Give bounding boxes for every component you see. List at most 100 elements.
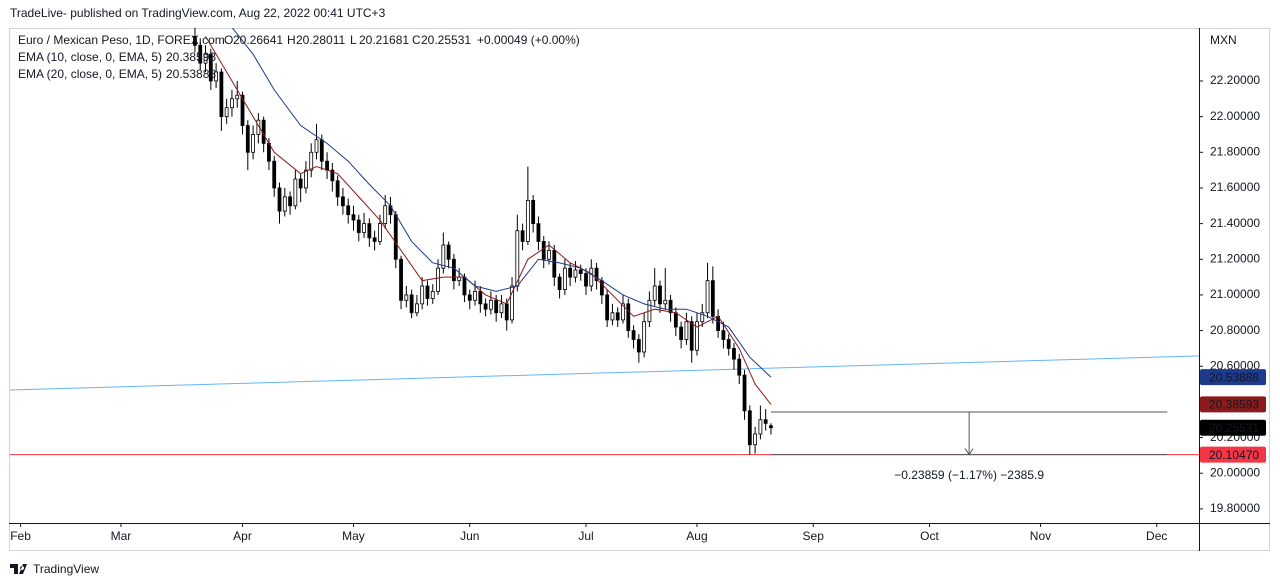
candle-body: [224, 107, 229, 118]
candle-body: [214, 71, 218, 82]
candle-body: [605, 294, 610, 321]
y-tick-label: 22.00000: [1210, 109, 1260, 123]
candle-body: [404, 294, 409, 301]
candle-body: [705, 280, 710, 314]
candle-body: [288, 196, 292, 207]
candle-body: [573, 269, 578, 278]
price-badge-label: 20.53888: [1209, 370, 1259, 384]
candle-body: [525, 200, 530, 242]
legend-ohlc-label: L: [350, 33, 357, 47]
candle-body: [367, 223, 372, 239]
candle-body: [552, 249, 557, 278]
y-tick-label: 19.80000: [1210, 501, 1260, 515]
y-tick-label: 21.20000: [1210, 251, 1260, 265]
candle-body: [325, 160, 329, 171]
candle-body: [747, 410, 752, 446]
candle-body: [467, 294, 472, 301]
candle-body: [732, 348, 736, 360]
x-tick-label: Feb: [10, 529, 31, 543]
price-badge: [1200, 419, 1266, 436]
y-tick-label: 22.20000: [1210, 73, 1260, 87]
x-tick-label: Apr: [233, 529, 252, 543]
y-tick-label: 20.00000: [1210, 465, 1260, 479]
y-tick-label: 21.40000: [1210, 216, 1260, 230]
price-badge-label: 20.10470: [1209, 448, 1259, 462]
candle-body: [557, 276, 562, 290]
candle-body: [610, 312, 615, 321]
candle-body: [636, 339, 641, 353]
legend-ema-name: EMA (10, close, 0, EMA, 5): [18, 50, 162, 64]
candle-body: [584, 273, 588, 287]
branding: TradingView: [33, 562, 99, 576]
candle-body: [721, 330, 726, 340]
candle-body: [695, 321, 699, 351]
published-note: TradeLive- published on TradingView.com,…: [10, 6, 386, 20]
candle-body: [415, 303, 419, 314]
candle-body: [425, 285, 430, 299]
candle-body: [483, 303, 488, 310]
candle-body: [737, 358, 742, 376]
candle-body: [436, 267, 440, 292]
x-tick-label: Mar: [111, 529, 132, 543]
y-tick-label: 21.00000: [1210, 287, 1260, 301]
candle-body: [684, 321, 689, 340]
candle-body: [631, 330, 636, 340]
x-tick-label: Jun: [460, 529, 479, 543]
candle-body: [409, 294, 414, 314]
candle-body: [198, 44, 203, 64]
y-tick-label: 21.60000: [1210, 180, 1260, 194]
ema-line: [231, 28, 772, 378]
candle-body: [235, 94, 240, 100]
legend-ema-name: EMA (20, close, 0, EMA, 5): [18, 67, 162, 81]
plot-area: [10, 28, 1199, 456]
candle-body: [272, 160, 277, 189]
candle-body: [578, 269, 583, 274]
candle-body: [219, 71, 224, 118]
legend-change: +0.00049 (+0.00%): [477, 33, 580, 47]
candle-body: [758, 419, 763, 435]
candle-body: [193, 35, 197, 46]
x-tick-label: Sep: [803, 529, 825, 543]
candle-body: [473, 290, 477, 301]
candle-body: [531, 200, 536, 225]
candle-body: [478, 290, 483, 305]
legend-ema-value: 20.38593: [166, 50, 216, 64]
candle-body: [594, 267, 599, 282]
candle-body: [208, 53, 213, 82]
x-tick-label: Oct: [920, 529, 939, 543]
legend-ohlc-label: C: [412, 33, 421, 47]
candle-body: [457, 276, 462, 282]
x-tick-label: Dec: [1146, 529, 1167, 543]
price-badge: [1200, 396, 1266, 413]
candle-body: [203, 53, 208, 64]
candle-body: [710, 280, 715, 317]
candle-body: [298, 178, 303, 189]
candle-body: [251, 134, 255, 153]
ema-line: [205, 36, 772, 405]
candle-body: [446, 244, 451, 260]
legend-ohlc-value: 20.25531: [421, 33, 471, 47]
x-tick-label: Jul: [578, 529, 593, 543]
candle-body: [372, 237, 377, 242]
candle-body: [330, 169, 335, 182]
candle-body: [462, 276, 467, 296]
y-tick-label: 20.80000: [1210, 323, 1260, 337]
x-tick-label: May: [342, 529, 365, 543]
currency: MXN: [1210, 33, 1237, 47]
candle-body: [679, 326, 684, 340]
legend-ohlc-label: H: [287, 33, 296, 47]
candle-body: [626, 303, 631, 331]
candle-body: [541, 241, 546, 260]
price-badge-label: 20.25531: [1209, 421, 1259, 435]
candle-body: [356, 219, 361, 233]
candle-body: [520, 230, 525, 242]
candle-body: [742, 374, 747, 412]
candle-body: [341, 196, 345, 207]
candle-body: [430, 290, 435, 299]
candle-body: [378, 223, 382, 242]
candle-body: [700, 312, 705, 323]
candle-body: [309, 151, 314, 171]
candle-body: [383, 205, 388, 225]
logo-icon: [10, 564, 27, 574]
